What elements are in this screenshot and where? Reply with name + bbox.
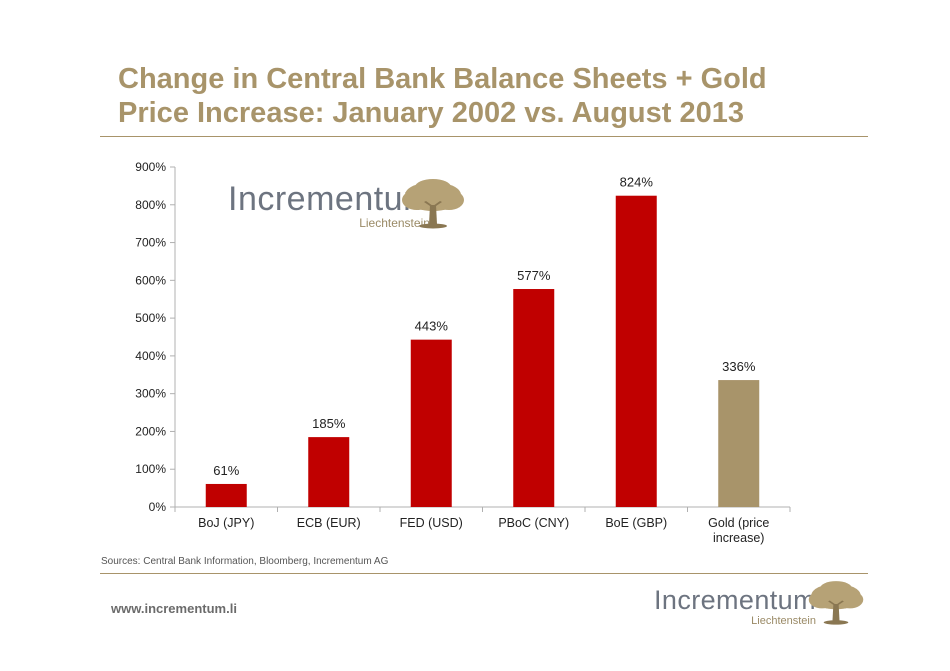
data-label: 61% [213,463,239,478]
category-label: increase) [713,531,764,545]
bar [718,380,760,507]
chart-logo: Incrementum Liechtenstein [228,179,464,230]
y-tick-label: 300% [135,387,166,401]
oak-tree-icon [402,179,464,229]
oak-tree-icon [808,581,864,625]
y-tick-label: 200% [135,424,166,438]
y-tick-label: 400% [135,349,166,363]
data-label: 336% [722,359,756,374]
y-tick-label: 800% [135,198,166,212]
footer-logo-brand: Incrementum [654,585,816,615]
y-tick-label: 500% [135,311,166,325]
title-divider [100,136,868,137]
bar [513,289,555,507]
bar [615,195,657,507]
y-tick-label: 0% [149,500,167,514]
chart-logo-brand: Incrementum [228,180,432,218]
category-label: Gold (price [708,516,769,530]
y-tick-label: 900% [135,160,166,174]
category-label: BoJ (JPY) [198,516,254,530]
slide-title: Change in Central Bank Balance Sheets + … [118,62,878,130]
website-link[interactable]: www.incrementum.li [111,601,237,616]
y-tick-label: 100% [135,462,166,476]
footer-logo: Incrementum Liechtenstein [654,581,864,627]
data-label: 824% [620,175,654,190]
data-label: 443% [415,319,449,334]
slide-title-line-1: Change in Central Bank Balance Sheets + … [118,63,767,95]
y-tick-label: 700% [135,236,166,250]
category-label: BoE (GBP) [605,516,667,530]
data-label: 185% [312,416,346,431]
y-tick-label: 600% [135,273,166,287]
category-label: ECB (EUR) [297,516,361,530]
slide-title-line-2: Price Increase: January 2002 vs. August … [118,97,745,129]
bar [410,339,452,507]
chart-logo-sub: Liechtenstein [359,216,430,230]
bar-chart: 0% 100% 200% 300% 400% 500% 600% 700% 800% 900% 61… [135,160,791,545]
category-label: FED (USD) [400,516,463,530]
sources-note: Sources: Central Bank Information, Bloom… [101,556,389,567]
bar [205,483,247,507]
footer-logo-sub: Liechtenstein [751,615,816,627]
category-label: PBoC (CNY) [498,516,569,530]
footer-divider [100,573,868,574]
data-label: 577% [517,268,551,283]
bar [308,437,350,507]
